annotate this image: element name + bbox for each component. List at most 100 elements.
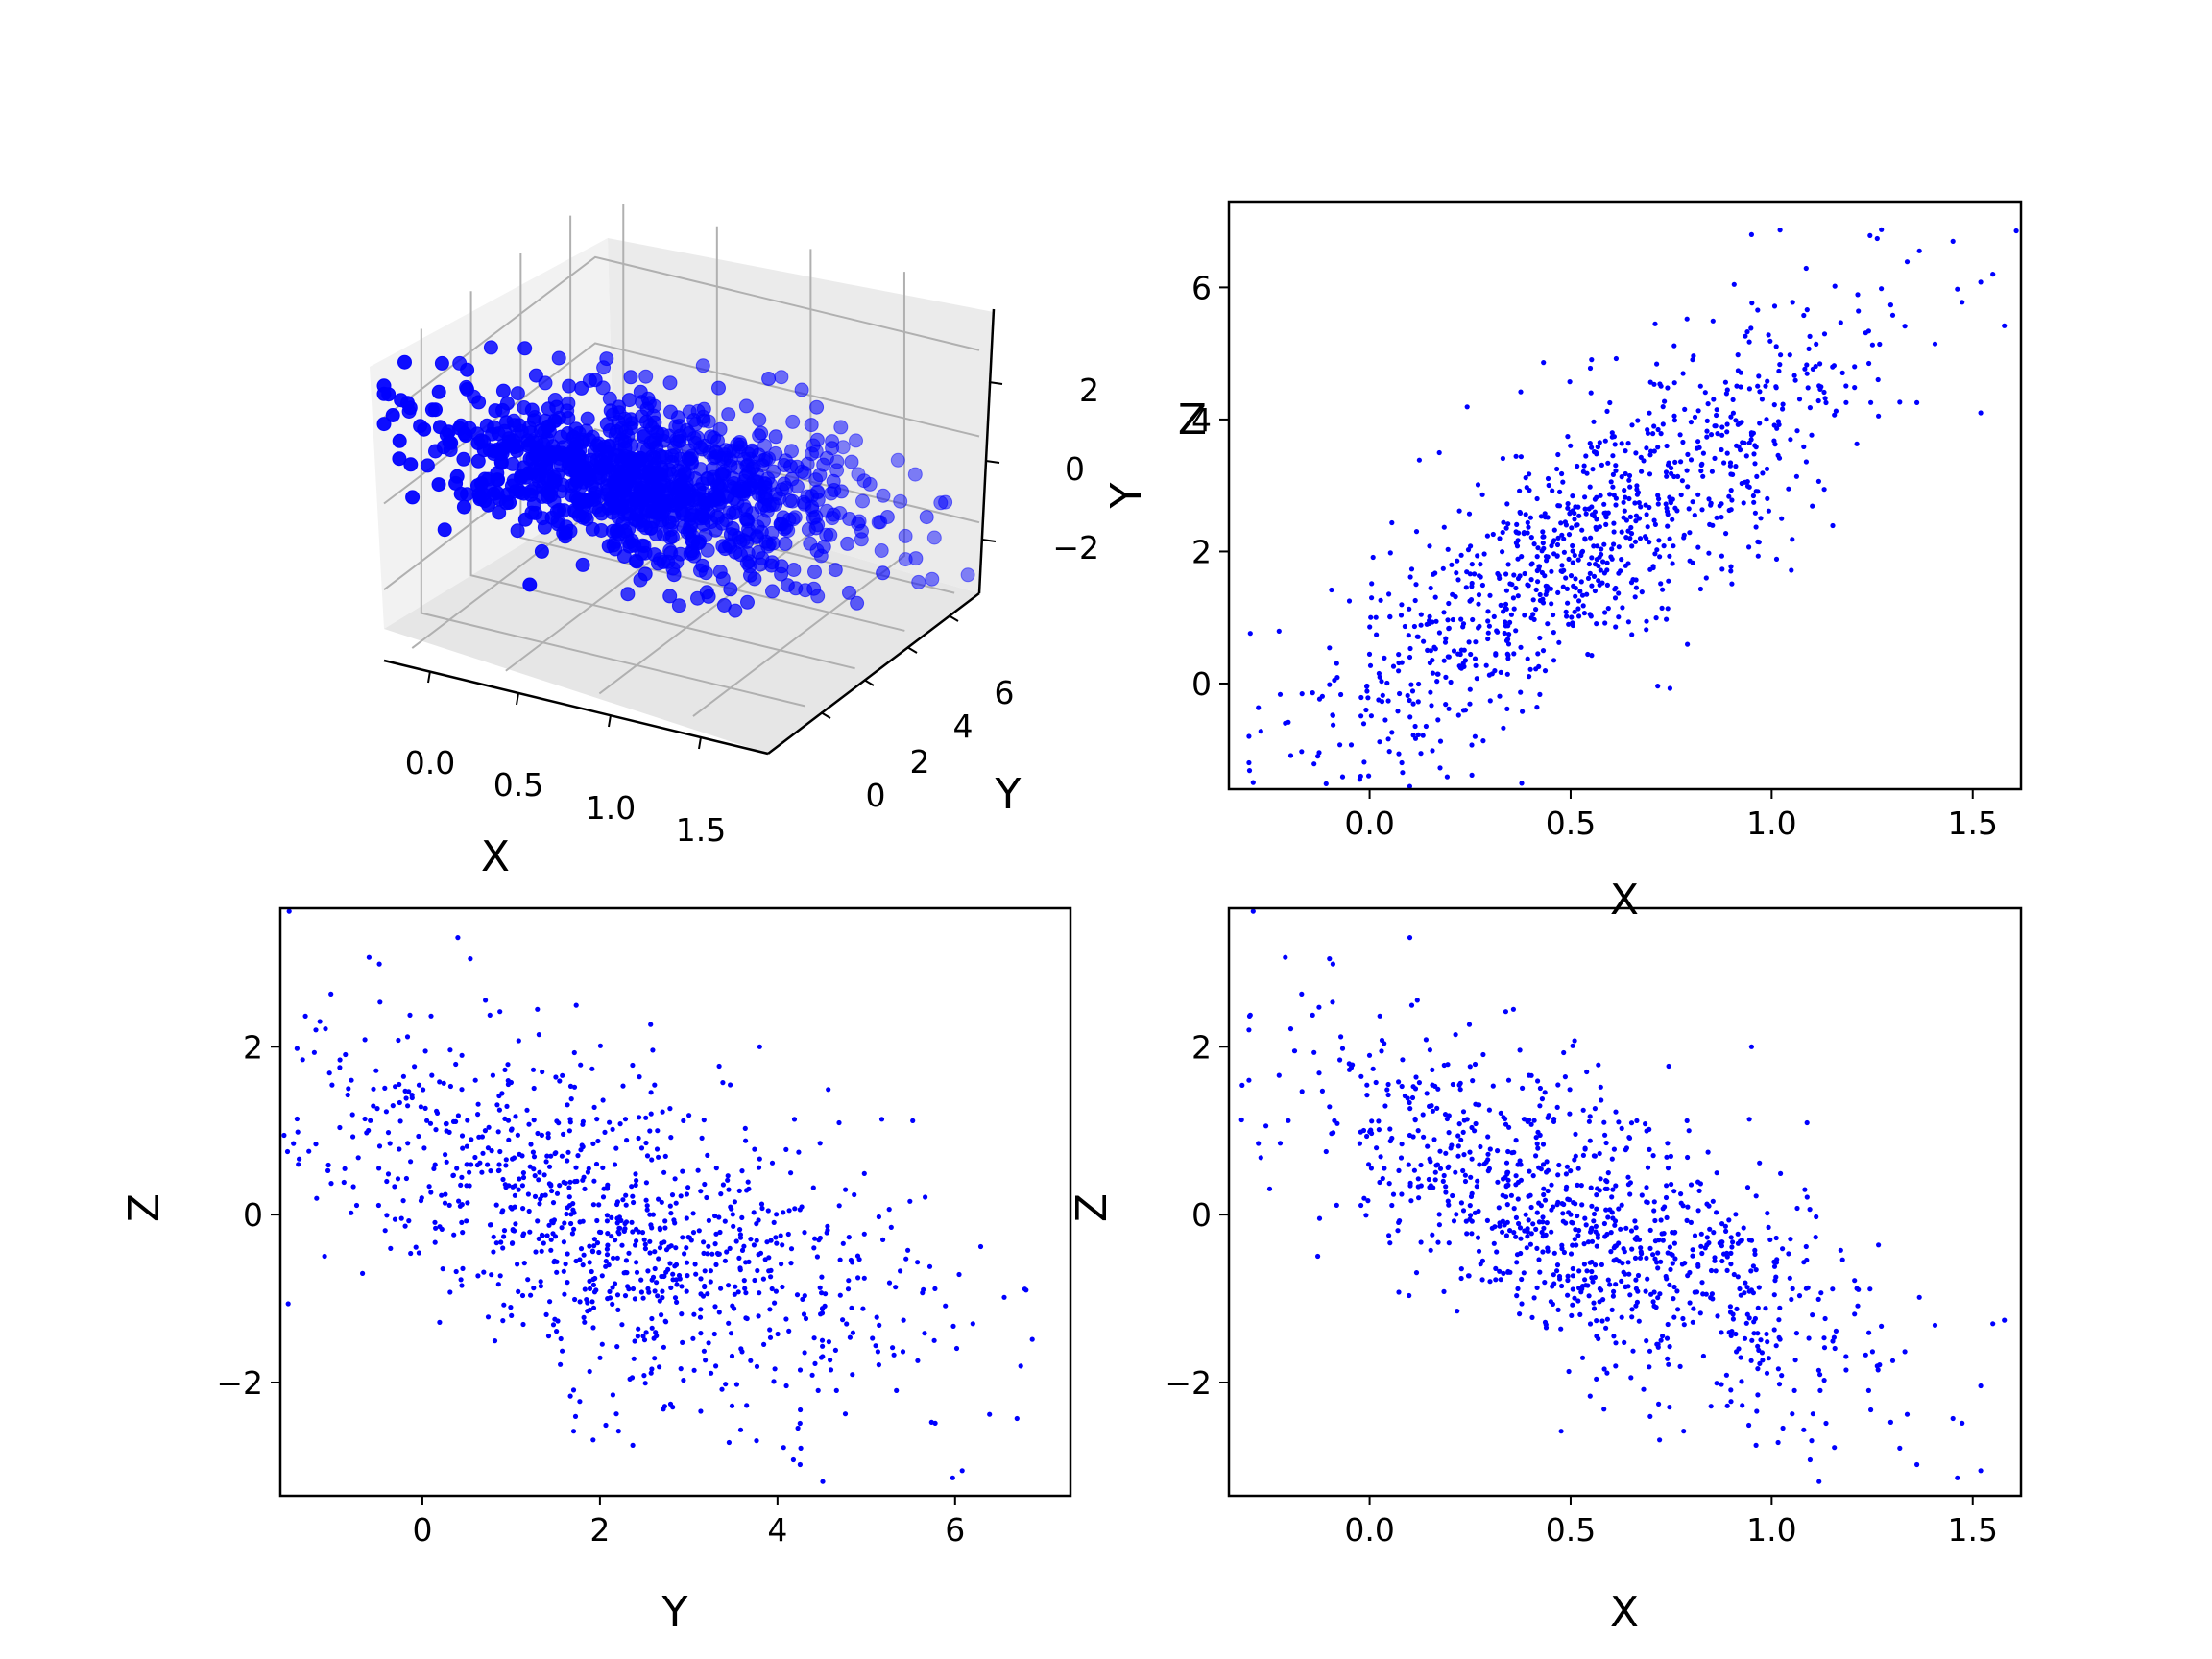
scatter-point: [1839, 1257, 1845, 1262]
scatter-point: [1702, 390, 1708, 396]
scatter-point: [1407, 574, 1413, 580]
scatter-point: [1382, 1103, 1388, 1109]
scatter-point-3d: [541, 401, 556, 417]
scatter-point: [1644, 1185, 1649, 1190]
scatter-point: [1604, 1370, 1610, 1376]
scatter-point: [910, 1118, 916, 1123]
scatter-point: [1806, 1335, 1812, 1341]
scatter-point: [1738, 1355, 1743, 1360]
scatter-point: [1634, 1235, 1640, 1240]
scatter-point: [1430, 1067, 1435, 1072]
scatter-point: [1420, 733, 1426, 738]
scatter-point-3d: [629, 554, 644, 569]
scatter-point-3d: [778, 537, 793, 551]
scatter-point: [1627, 514, 1633, 520]
scatter-point: [1807, 1207, 1813, 1213]
scatter-point: [1612, 442, 1618, 447]
scatter-point: [752, 1146, 757, 1152]
scatter-point: [722, 1218, 728, 1224]
scatter-point: [1950, 1415, 1956, 1422]
scatter-point: [1608, 479, 1614, 485]
scatter-point: [643, 1330, 649, 1335]
scatter-point-3d: [647, 547, 662, 563]
scatter-point: [1350, 1062, 1356, 1068]
scatter-point: [1246, 1027, 1252, 1033]
scatter-point: [1386, 1181, 1392, 1187]
scatter-point: [488, 1168, 493, 1174]
scatter-point: [1387, 613, 1393, 620]
scatter-point: [1423, 1037, 1429, 1043]
scatter-point: [1815, 1296, 1821, 1302]
scatter-point: [1390, 1191, 1397, 1197]
scatter-point: [1476, 1208, 1481, 1214]
scatter-point: [1549, 1229, 1554, 1235]
scatter-point: [669, 1192, 676, 1198]
scatter-point: [1776, 1317, 1782, 1323]
scatter-point: [485, 1162, 491, 1167]
scatter-point: [349, 1112, 355, 1118]
scatter-point: [441, 1080, 446, 1086]
scatter-point: [618, 1217, 624, 1223]
scatter-point: [1611, 541, 1617, 547]
ticks-bottom-left: 0 2 4 6−202: [216, 1028, 965, 1549]
scatter-point: [536, 1032, 542, 1038]
scatter-point-3d: [603, 498, 618, 514]
scatter-point: [388, 1245, 394, 1251]
scatter-point: [1723, 391, 1729, 397]
scatter-point: [1526, 524, 1531, 530]
scatter-point: [1521, 531, 1527, 537]
scatter-point: [1507, 581, 1513, 587]
scatter-point: [1545, 1245, 1551, 1251]
scatter-point: [426, 1184, 432, 1190]
scatter-point: [1538, 514, 1544, 519]
scatter-point: [819, 1337, 826, 1343]
scatter-point: [1600, 1297, 1606, 1303]
scatter-point: [1704, 428, 1710, 434]
scatter-point: [1540, 648, 1547, 654]
scatter-point-3d: [543, 488, 559, 503]
scatter-point: [1580, 1107, 1586, 1113]
scatter-point: [1397, 1218, 1403, 1224]
scatter-point: [786, 1208, 792, 1214]
scatter-point: [1665, 1141, 1671, 1146]
scatter-point: [702, 1283, 708, 1289]
scatter-point: [569, 1231, 576, 1237]
scatter-point-3d: [741, 465, 757, 480]
scatter-point: [538, 1279, 543, 1285]
scatter-point: [1801, 312, 1807, 319]
scatter-point: [1753, 1442, 1759, 1448]
scatter-point: [1573, 1131, 1578, 1137]
scatter-point: [1652, 521, 1658, 528]
scatter-point: [1519, 554, 1525, 560]
scatter-point: [1431, 1185, 1436, 1190]
scatter-point: [1456, 663, 1462, 669]
scatter-point: [756, 1165, 762, 1170]
scatter-point: [907, 1198, 913, 1204]
scatter-point-3d: [571, 508, 587, 523]
scatter-point: [1374, 1145, 1380, 1151]
scatter-point: [1568, 509, 1574, 515]
scatter-point: [390, 1103, 396, 1109]
scatter-point: [1463, 585, 1469, 590]
scatter-point-3d: [758, 452, 774, 467]
scatter-point: [1468, 1174, 1474, 1180]
scatter-point: [1533, 607, 1539, 613]
scatter-point: [1765, 1339, 1770, 1345]
y-axis-label-bottom-right: Z: [1068, 1193, 1117, 1222]
scatter-point: [1810, 1312, 1815, 1318]
scatter-point: [684, 1215, 689, 1221]
scatter-point: [1418, 622, 1424, 628]
scatter-point: [1332, 677, 1337, 684]
scatter-point: [655, 1293, 661, 1299]
scatter-point: [1510, 1006, 1516, 1012]
scatter-point: [567, 1179, 573, 1185]
scatter-point: [1671, 413, 1677, 419]
scatter-point-3d: [490, 486, 505, 500]
scatter-point: [1412, 1118, 1418, 1123]
scatter-point: [1554, 541, 1561, 548]
scatter-point: [1533, 1135, 1539, 1141]
scatter-point: [605, 1296, 611, 1302]
scatter-point: [720, 1080, 726, 1086]
